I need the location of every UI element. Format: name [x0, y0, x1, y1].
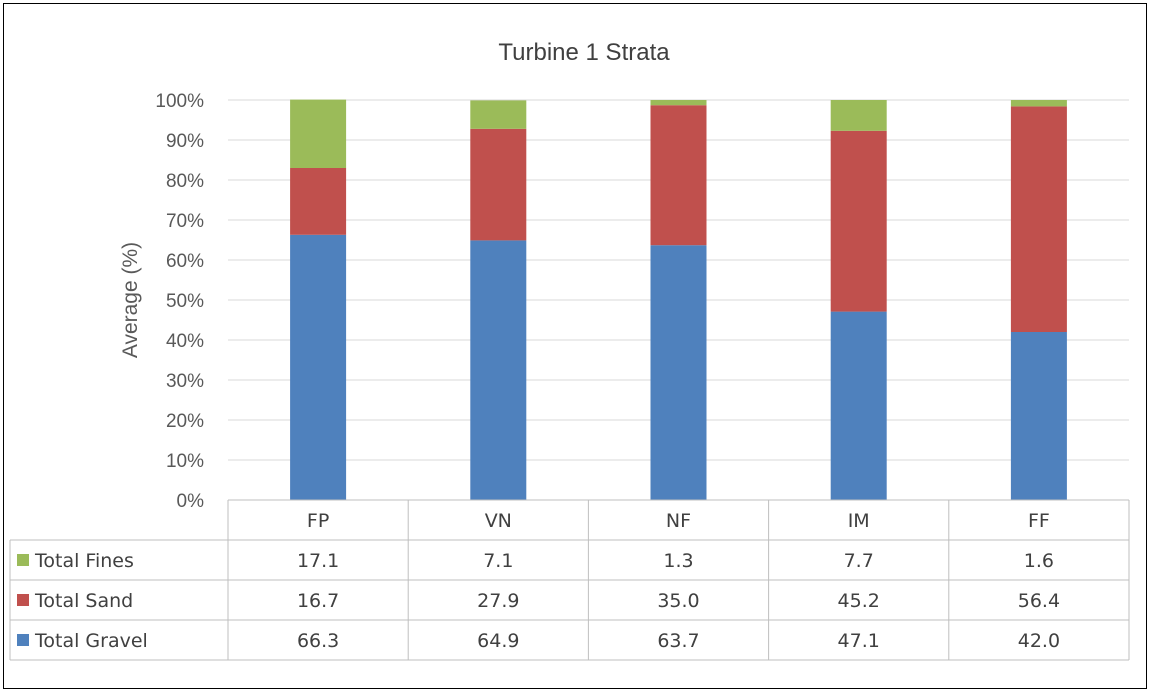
bar-total-sand-im [830, 130, 887, 312]
data-label: 7.1 [483, 550, 513, 572]
bar-total-sand-ff [1010, 106, 1067, 333]
y-tick-label: 100% [155, 91, 204, 112]
data-label: 1.6 [1024, 550, 1054, 572]
y-axis-ticks: 0% 10% 20% 30% 40% 50% 60% 70% 80% 90% 100% [155, 91, 204, 512]
data-label: 35.0 [657, 590, 699, 612]
y-tick-label: 80% [166, 171, 204, 192]
data-label: 27.9 [477, 590, 519, 612]
data-label: 56.4 [1018, 590, 1060, 612]
data-label: 42.0 [1018, 630, 1060, 652]
bar-total-gravel-im [830, 311, 887, 500]
data-label: 47.1 [838, 630, 880, 652]
bar-total-gravel-fp [290, 234, 347, 501]
y-tick-label: 0% [177, 491, 205, 512]
x-category-label: VN [485, 510, 512, 532]
y-tick-label: 40% [166, 331, 204, 352]
bar-total-gravel-ff [1010, 332, 1067, 500]
stacked-bar-chart: Turbine 1 Strata Average (%) 0% 10% 20% 30%… [9, 39, 1130, 661]
data-label: 66.3 [297, 630, 339, 652]
bar-total-sand-fp [290, 168, 347, 235]
bar-total-fines-nf [650, 100, 707, 106]
series-label: Total Sand [34, 590, 133, 612]
y-tick-label: 30% [166, 371, 204, 392]
y-axis-label: Average (%) [119, 242, 142, 358]
legend-key [17, 594, 29, 606]
data-label: 7.7 [844, 550, 874, 572]
x-category-label: IM [848, 510, 870, 532]
data-table: FP VN NF IM FF Total Fines 17.1 7.1 1.3 7.7 1.6 Tot… [9, 499, 1130, 661]
bar-total-fines-ff [1010, 100, 1067, 107]
y-tick-label: 10% [166, 451, 204, 472]
y-tick-label: 20% [166, 411, 204, 432]
bar-total-fines-vn [470, 100, 527, 129]
chart-container: Turbine 1 Strata Average (%) 0% 10% 20% 30%… [3, 3, 1147, 689]
x-category-label: FP [307, 510, 329, 532]
x-category-label: FF [1028, 510, 1050, 532]
bar-total-fines-im [830, 100, 887, 131]
data-label: 63.7 [657, 630, 699, 652]
series-label: Total Fines [34, 550, 134, 572]
bar-total-sand-nf [650, 105, 707, 246]
bar-total-fines-fp [290, 99, 347, 168]
data-label: 1.3 [663, 550, 693, 572]
legend-key [17, 554, 29, 566]
chart-title: Turbine 1 Strata [498, 39, 670, 66]
bar-total-gravel-nf [650, 245, 707, 500]
data-label: 45.2 [838, 590, 880, 612]
y-tick-label: 60% [166, 251, 204, 272]
y-tick-label: 70% [166, 211, 204, 232]
data-label: 64.9 [477, 630, 519, 652]
y-tick-label: 90% [166, 131, 204, 152]
bars [290, 99, 1067, 501]
data-label: 17.1 [297, 550, 339, 572]
data-label: 16.7 [297, 590, 339, 612]
bar-total-gravel-vn [470, 240, 527, 500]
bar-total-sand-vn [470, 128, 527, 241]
series-label: Total Gravel [34, 630, 148, 652]
legend-key [17, 634, 29, 646]
y-tick-label: 50% [166, 291, 204, 312]
x-category-label: NF [666, 510, 691, 532]
